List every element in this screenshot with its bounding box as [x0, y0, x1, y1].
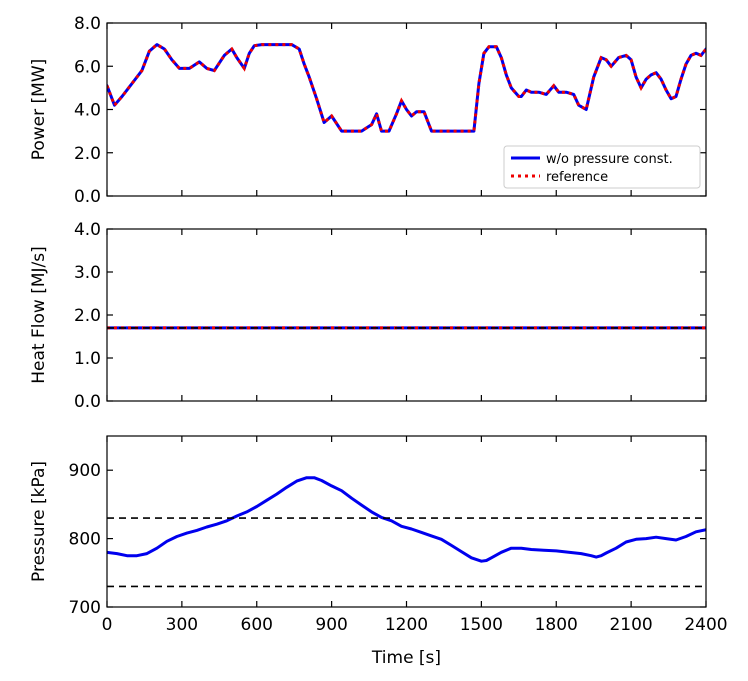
- heat-ytick-label: 4.0: [74, 220, 101, 240]
- heat-ytick-label: 2.0: [74, 306, 101, 326]
- power-xticks-group: [106, 23, 707, 196]
- power-series-group: [107, 42, 706, 133]
- pressure-xticks-group: 0 300 600 900 1200 1500 1800 2100 2400: [102, 436, 728, 635]
- pressure-xtick-label: 2400: [684, 615, 727, 635]
- pressure-xtick-label: 0: [102, 615, 113, 635]
- pressure-ylabel: Pressure [kPa]: [29, 461, 49, 582]
- heat-ylabel: Heat Flow [MJ/s]: [29, 246, 49, 383]
- pressure-ytick-label: 800: [69, 530, 101, 550]
- pressure-xtick-label: 900: [315, 615, 347, 635]
- heat-xticks-group: [106, 229, 707, 401]
- heat-ytick-label: 1.0: [74, 349, 101, 369]
- pressure-ytick-label: 700: [69, 598, 101, 618]
- heat-yticks-group: 0.0 1.0 2.0 3.0 4.0: [74, 220, 706, 412]
- power-ytick-label: 2.0: [74, 144, 101, 164]
- power-ytick-label: 6.0: [74, 57, 101, 77]
- power-legend-box: [503, 145, 701, 189]
- heat-ytick-label: 0.0: [74, 392, 101, 412]
- pressure-series-group: [107, 476, 706, 588]
- power-legend-label-wo: w/o pressure const.: [546, 152, 673, 167]
- power-legend-label-ref: reference: [546, 170, 608, 185]
- pressure-xtick-label: 1200: [385, 615, 428, 635]
- pressure-xtick-label: 1800: [535, 615, 578, 635]
- power-yticks-group: 0.0 2.0 4.0 6.0 8.0: [74, 14, 706, 207]
- pressure-panel: 700 800 900 0 300 600 900 1200 1500 1800 2100 2400…: [29, 435, 728, 668]
- power-legend: w/o pressure const. reference: [503, 145, 701, 189]
- power-ytick-label: 8.0: [74, 14, 101, 34]
- pressure-series-main-line: [107, 476, 706, 563]
- power-panel: 0.0 2.0 4.0 6.0 8.0 Power [MW] w/o pressure …: [29, 14, 707, 207]
- power-ylabel: Power [MW]: [29, 59, 49, 161]
- pressure-xlabel: Time [s]: [371, 648, 441, 668]
- pressure-xtick-label: 1500: [460, 615, 503, 635]
- power-series-reference-line: [107, 42, 706, 133]
- pressure-xtick-label: 2100: [609, 615, 652, 635]
- pressure-ytick-label: 900: [69, 461, 101, 481]
- pressure-xtick-label: 300: [166, 615, 198, 635]
- heat-ytick-label: 3.0: [74, 263, 101, 283]
- pressure-yticks-group: 700 800 900: [69, 461, 706, 618]
- heat-panel: 0.0 1.0 2.0 3.0 4.0 Heat Flow [MJ/s]: [29, 220, 707, 412]
- power-ytick-label: 0.0: [74, 187, 101, 207]
- pressure-xtick-label: 600: [241, 615, 273, 635]
- power-ytick-label: 4.0: [74, 101, 101, 121]
